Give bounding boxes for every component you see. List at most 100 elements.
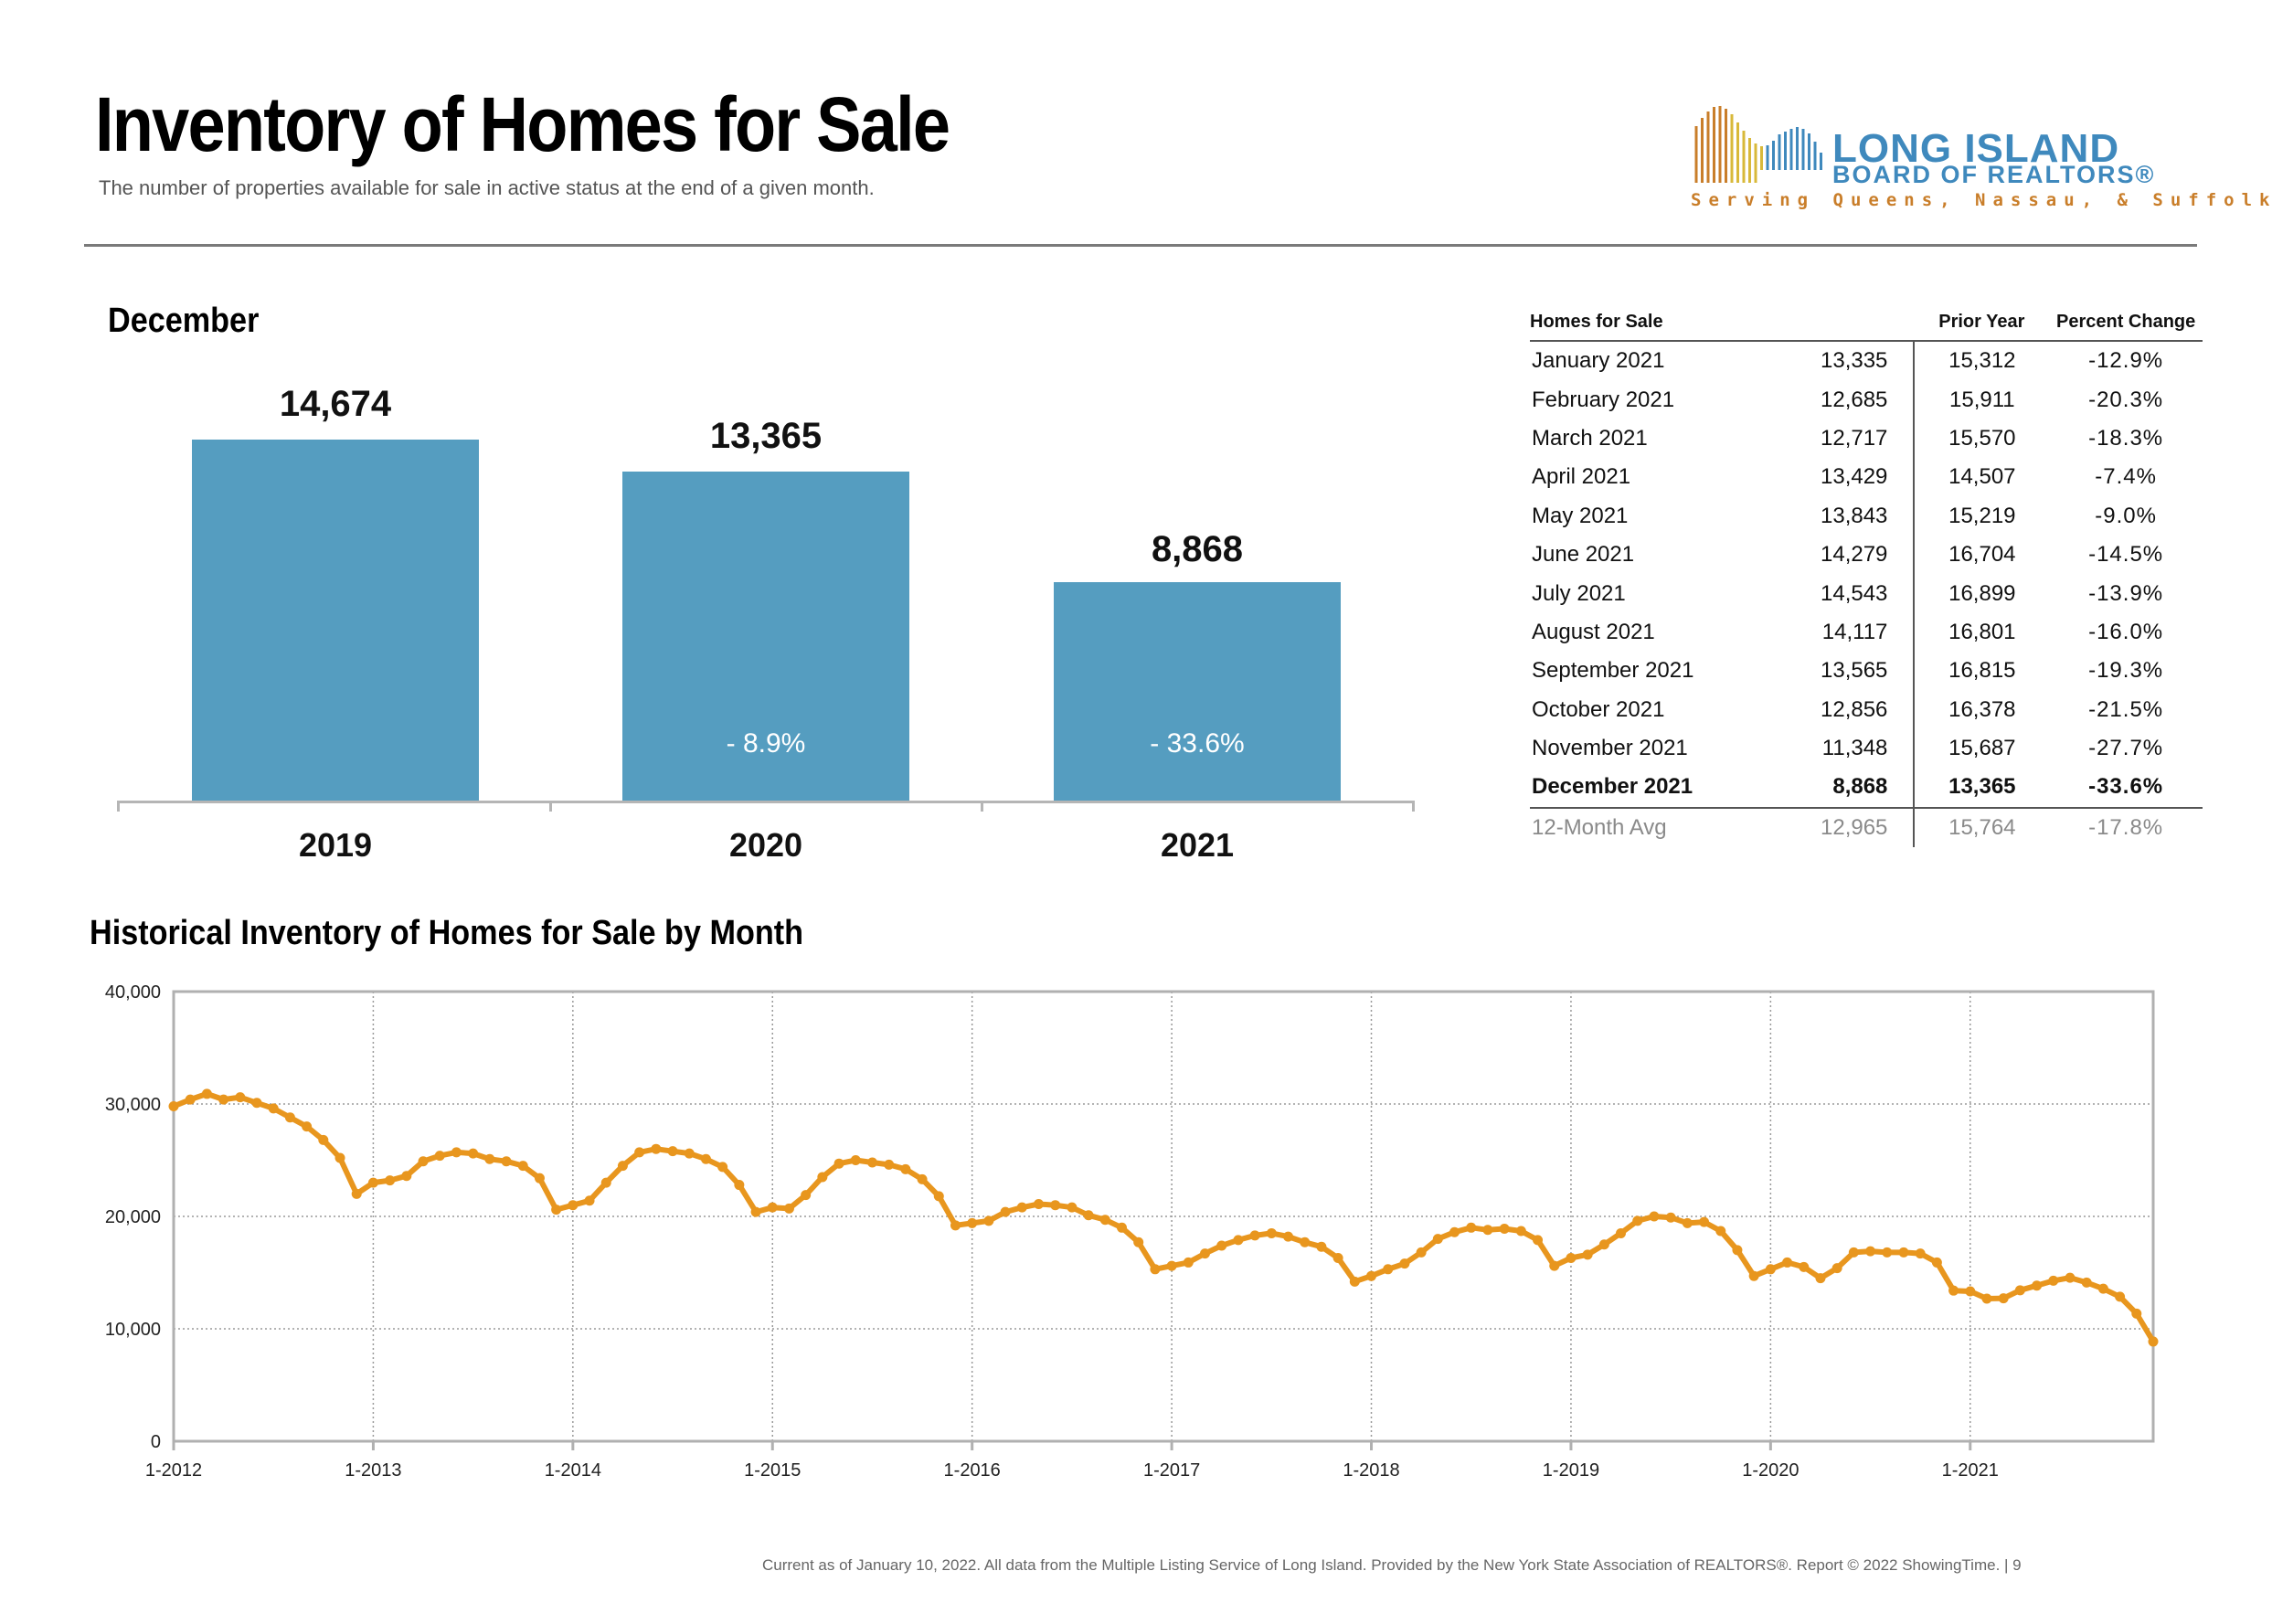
table-cell-percent-change: -17.8% (2088, 814, 2164, 840)
data-point (251, 1098, 262, 1109)
table-cell-percent-change: -9.0% (2095, 503, 2157, 528)
table-cell-percent-change: -21.5% (2088, 696, 2164, 722)
table-row: November 2021 11,348 15,687 -27.7% (1530, 728, 2203, 769)
data-point (2115, 1291, 2126, 1302)
data-point (1083, 1210, 1094, 1221)
bar-year-2019: 2019 (298, 826, 373, 864)
table-cell-month: December 2021 (1532, 774, 1693, 800)
table-cell-prior-year: 16,704 (1948, 542, 2016, 568)
data-point (1732, 1245, 1743, 1256)
data-point (517, 1161, 528, 1172)
data-point (584, 1195, 595, 1206)
bar-year-2020: 2020 (728, 826, 803, 864)
x-tick-label: 1-2020 (1742, 1460, 1799, 1481)
data-point (1598, 1239, 1609, 1250)
axis-tick (1412, 801, 1415, 812)
data-point (1981, 1293, 1992, 1304)
logo-text-board: BOARD OF REALTORS® (1832, 161, 2156, 188)
data-point (2081, 1277, 2092, 1288)
footer-note: Current as of January 10, 2022. All data… (762, 1556, 2022, 1574)
page-title: Inventory of Homes for Sale (95, 81, 950, 167)
table-cell-prior-year: 15,687 (1948, 736, 2016, 761)
x-tick-label: 1-2016 (944, 1460, 1001, 1481)
data-point (1216, 1240, 1227, 1251)
bar-2021 (1054, 582, 1341, 801)
plot-frame (172, 990, 2155, 1443)
data-point (1432, 1234, 1443, 1245)
table-header-homes: Homes for Sale (1530, 312, 1663, 332)
data-point (866, 1157, 877, 1168)
data-point (1332, 1253, 1343, 1264)
data-point (1150, 1264, 1161, 1275)
data-point (1649, 1211, 1660, 1222)
data-point (1300, 1237, 1311, 1247)
bar-value-2020: 13,365 (709, 416, 823, 456)
data-point (1466, 1222, 1477, 1233)
data-point (434, 1151, 445, 1162)
table-cell-percent-change: -13.9% (2088, 580, 2164, 606)
table-cell-value: 14,117 (1771, 612, 1916, 653)
data-point (1033, 1198, 1044, 1209)
table-row: August 2021 14,117 16,801 -16.0% (1530, 612, 2203, 653)
data-point (1748, 1270, 1759, 1281)
data-point (1449, 1226, 1460, 1237)
data-point (734, 1180, 745, 1191)
data-point (484, 1153, 495, 1164)
historical-line-chart: 0 10,000 20,000 30,000 40,000 1-2012 1-2013 1-2… (105, 982, 2159, 1481)
data-point (1699, 1216, 1710, 1227)
data-point (1067, 1202, 1078, 1213)
data-point (1848, 1247, 1859, 1258)
data-point (501, 1156, 512, 1167)
data-point (1616, 1227, 1627, 1238)
data-point (551, 1205, 562, 1215)
data-point (1016, 1202, 1027, 1213)
x-tick-label: 1-2014 (545, 1460, 601, 1481)
table-cell-value: 8,868 (1771, 768, 1916, 808)
data-point (318, 1134, 329, 1145)
data-point (783, 1203, 794, 1214)
data-point (367, 1177, 378, 1188)
table-cell-prior-year: 16,899 (1948, 580, 2016, 606)
data-point (1965, 1286, 1976, 1297)
bar-change-2020: - 8.9% (726, 728, 806, 759)
table-cell-prior-year: 16,815 (1948, 658, 2016, 684)
data-point (1233, 1235, 1244, 1246)
table-cell-percent-change: -18.3% (2088, 425, 2164, 451)
data-point (634, 1147, 645, 1158)
data-point (1632, 1215, 1643, 1226)
table-cell-percent-change: -12.9% (2088, 348, 2164, 374)
table-cell-percent-change: -19.3% (2088, 658, 2164, 684)
data-point (1898, 1247, 1909, 1258)
table-cell-month: October 2021 (1532, 696, 1665, 722)
data-point (2131, 1308, 2142, 1319)
data-point (2014, 1285, 2025, 1296)
data-point (617, 1161, 628, 1172)
table-cell-prior-year: 15,570 (1948, 425, 2016, 451)
data-point (284, 1112, 295, 1123)
data-point (218, 1094, 229, 1105)
data-point (1682, 1217, 1693, 1228)
table-cell-prior-year: 15,764 (1948, 814, 2016, 840)
data-point (750, 1206, 761, 1217)
data-point (401, 1171, 412, 1182)
bar-value-2019: 14,674 (279, 384, 392, 424)
data-point (1099, 1215, 1110, 1226)
axis-tick (981, 801, 983, 812)
data-point (2032, 1280, 2043, 1291)
data-point (1765, 1264, 1776, 1275)
x-tick-label: 1-2013 (345, 1460, 401, 1481)
x-tick-label: 1-2015 (744, 1460, 801, 1481)
header-divider (84, 244, 2197, 247)
data-point (967, 1217, 978, 1228)
table-cell-percent-change: -16.0% (2088, 619, 2164, 644)
data-point (900, 1163, 911, 1174)
x-tick-label: 1-2018 (1343, 1460, 1399, 1481)
data-point (1116, 1222, 1127, 1233)
data-point (302, 1121, 313, 1132)
data-point (268, 1103, 279, 1114)
bar-year-2021: 2021 (1160, 826, 1235, 864)
data-point (667, 1146, 678, 1157)
page-subtitle: The number of properties available for s… (99, 176, 875, 199)
table-cell-month: January 2021 (1532, 348, 1665, 374)
data-point (833, 1158, 844, 1169)
